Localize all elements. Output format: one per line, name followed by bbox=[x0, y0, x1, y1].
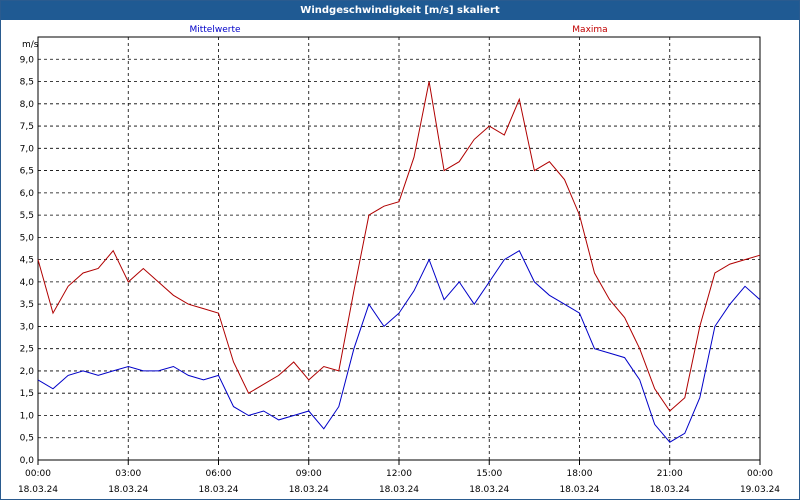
y-tick-label: 4,0 bbox=[20, 278, 35, 288]
legend-mean-label: Mittelwerte bbox=[189, 25, 241, 35]
y-tick-label: 3,0 bbox=[20, 322, 35, 332]
x-tick-time-label: 12:00 bbox=[386, 469, 412, 479]
y-tick-label: 3,5 bbox=[20, 300, 34, 310]
y-tick-label: 9,0 bbox=[20, 55, 35, 65]
y-tick-label: 8,0 bbox=[20, 100, 35, 110]
y-tick-label: 1,0 bbox=[20, 411, 35, 421]
y-tick-label: 6,5 bbox=[20, 167, 34, 177]
y-tick-label: 5,5 bbox=[20, 211, 34, 221]
y-tick-label: 2,0 bbox=[20, 367, 35, 377]
y-axis-unit: m/s bbox=[22, 40, 39, 50]
y-tick-label: 7,0 bbox=[20, 144, 35, 154]
y-tick-label: 2,5 bbox=[20, 345, 34, 355]
x-tick-date-label: 18.03.24 bbox=[469, 485, 509, 495]
max-series-line bbox=[37, 81, 761, 412]
y-tick-label: 5,0 bbox=[20, 233, 35, 243]
x-tick-time-label: 21:00 bbox=[657, 469, 683, 479]
x-tick-date-label: 19.03.24 bbox=[740, 485, 780, 495]
y-tick-label: 7,5 bbox=[20, 122, 34, 132]
x-tick-time-label: 06:00 bbox=[206, 469, 232, 479]
x-tick-date-label: 18.03.24 bbox=[379, 485, 419, 495]
y-tick-label: 6,0 bbox=[20, 189, 35, 199]
x-tick-date-label: 18.03.24 bbox=[108, 485, 148, 495]
x-tick-time-label: 00:00 bbox=[747, 469, 773, 479]
mean-series-line bbox=[37, 249, 761, 443]
x-tick-date-label: 18.03.24 bbox=[18, 485, 58, 495]
x-tick-time-label: 03:00 bbox=[115, 469, 141, 479]
y-tick-label: 1,5 bbox=[20, 389, 34, 399]
window-title: Windgeschwindigkeit [m/s] skaliert bbox=[1, 1, 799, 20]
x-tick-time-label: 09:00 bbox=[296, 469, 322, 479]
x-tick-date-label: 18.03.24 bbox=[650, 485, 690, 495]
legend-max-label: Maxima bbox=[572, 25, 608, 35]
y-tick-label: 0,5 bbox=[20, 434, 34, 444]
x-tick-date-label: 18.03.24 bbox=[198, 485, 238, 495]
y-tick-label: 8,5 bbox=[20, 78, 34, 88]
x-tick-time-label: 00:00 bbox=[25, 469, 51, 479]
x-tick-date-label: 18.03.24 bbox=[289, 485, 329, 495]
x-tick-time-label: 18:00 bbox=[567, 469, 593, 479]
y-tick-label: 0,0 bbox=[20, 456, 35, 466]
x-tick-date-label: 18.03.24 bbox=[559, 485, 599, 495]
y-tick-label: 4,5 bbox=[20, 256, 34, 266]
x-tick-time-label: 15:00 bbox=[476, 469, 502, 479]
